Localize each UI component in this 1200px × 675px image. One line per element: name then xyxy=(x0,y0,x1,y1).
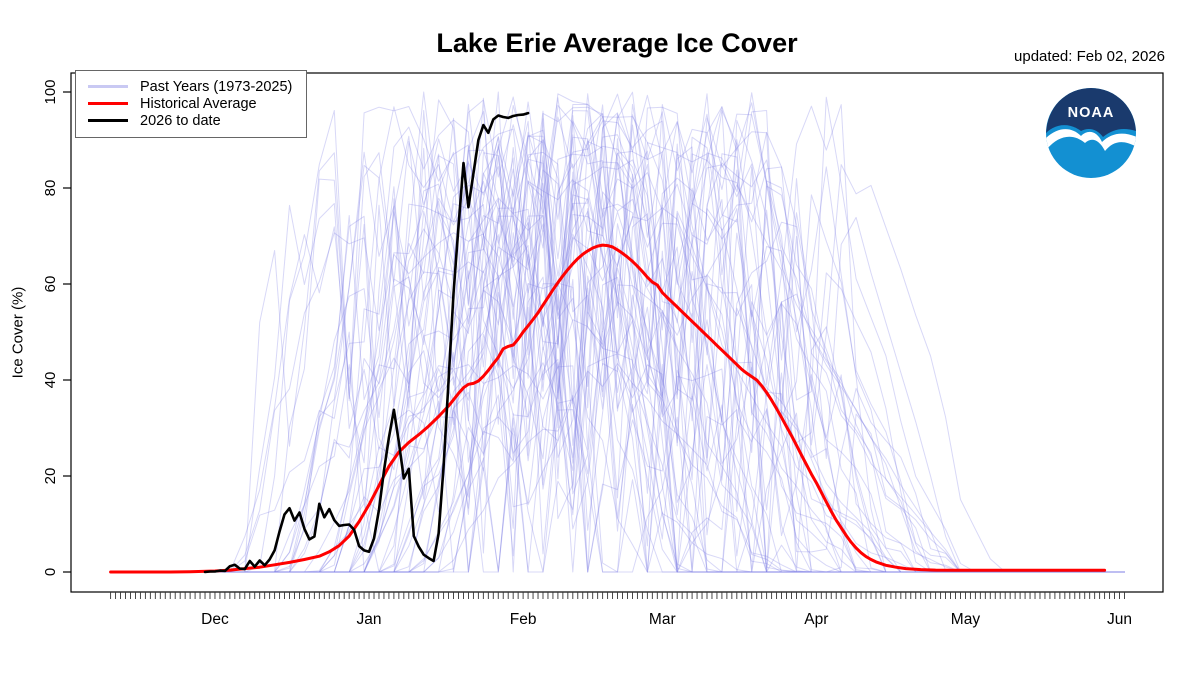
legend-label-historical-average: Historical Average xyxy=(140,95,257,112)
x-axis-month-label: Feb xyxy=(510,611,537,628)
noaa-logo-text: NOAA xyxy=(1068,105,1115,121)
y-axis-title: Ice Cover (%) xyxy=(9,286,27,379)
legend-label-2026: 2026 to date xyxy=(140,112,221,129)
svg-text:40: 40 xyxy=(42,372,59,389)
x-axis-month-label: Jun xyxy=(1107,611,1132,628)
svg-text:20: 20 xyxy=(42,468,59,485)
legend-row-past-years: Past Years (1973-2025) xyxy=(88,78,292,95)
x-axis-month-label: Dec xyxy=(201,611,229,628)
svg-text:0: 0 xyxy=(42,568,59,576)
x-axis-month-label: Jan xyxy=(357,611,382,628)
x-axis-month-label: Apr xyxy=(804,611,828,628)
x-axis-month-label: Mar xyxy=(649,611,676,628)
legend-label-past-years: Past Years (1973-2025) xyxy=(140,78,293,95)
legend: Past Years (1973-2025) Historical Averag… xyxy=(75,70,308,138)
legend-row-2026: 2026 to date xyxy=(88,112,292,129)
chart-title: Lake Erie Average Ice Cover xyxy=(436,28,798,58)
noaa-logo: NOAA xyxy=(1046,88,1136,178)
legend-row-historical-average: Historical Average xyxy=(88,95,292,112)
svg-text:80: 80 xyxy=(42,180,59,197)
noaa-logo-sky xyxy=(1046,88,1136,137)
x-axis-month-label: May xyxy=(951,611,981,628)
historical-average-line-swatch xyxy=(88,102,128,105)
svg-text:100: 100 xyxy=(42,79,59,104)
current-year-line-swatch xyxy=(88,119,128,122)
noaa-gull-icon xyxy=(1046,129,1136,151)
svg-text:60: 60 xyxy=(42,276,59,293)
updated-date-label: updated: Feb 02, 2026 xyxy=(1014,48,1165,65)
past-years-line-swatch xyxy=(88,85,128,88)
